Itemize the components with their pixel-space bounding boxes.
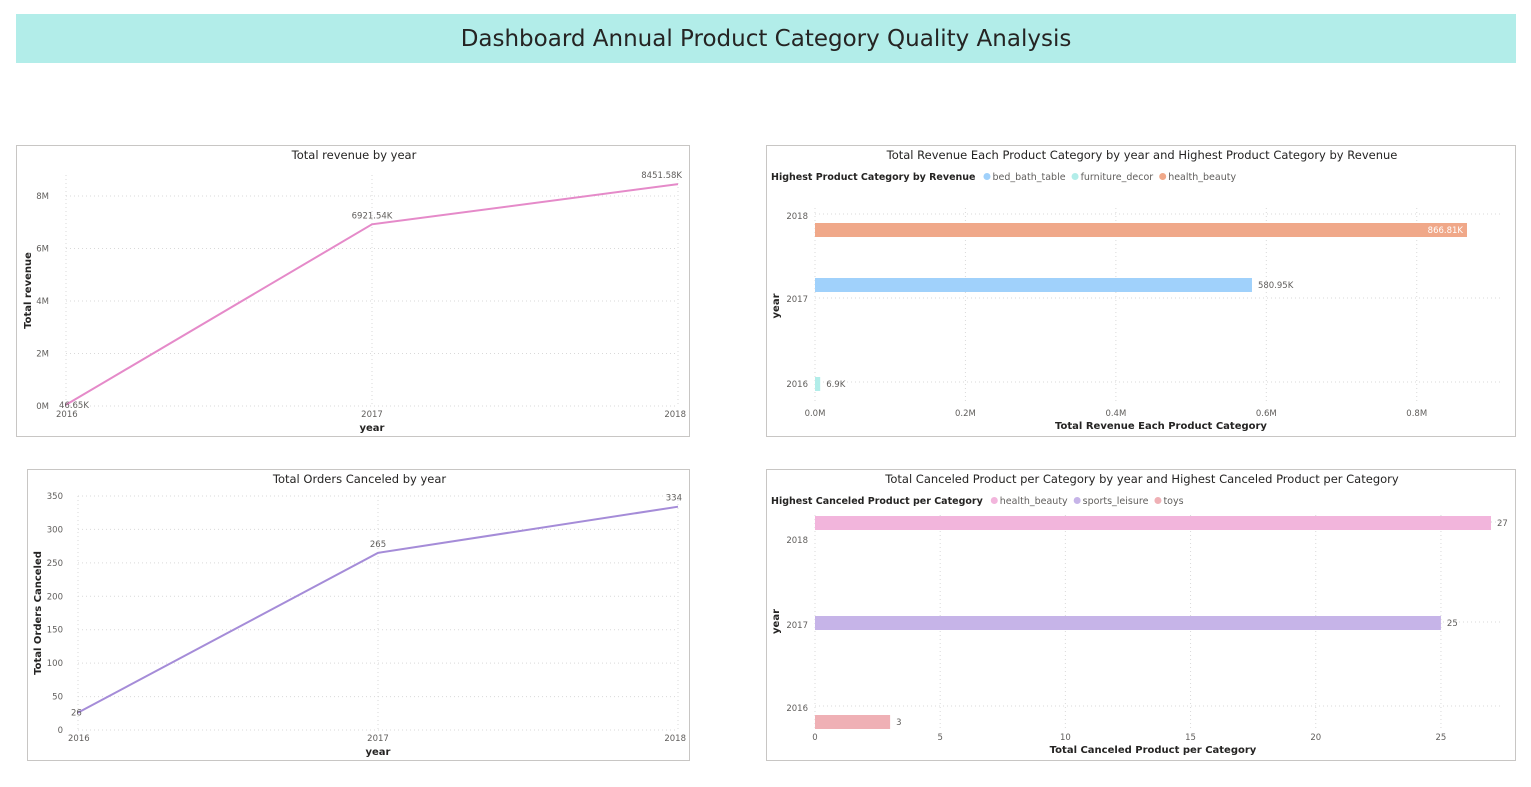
data-label: 46.65K [59,401,89,411]
series-line [65,183,679,406]
data-label: 6.9K [826,380,846,390]
data-label: 6921.54K [352,211,393,221]
canceled-category-bar-chart-svg: Total Canceled Product per Category by y… [771,472,1508,756]
x-tick-label: 2016 [56,410,78,420]
y-tick-label: 250 [47,559,63,569]
y-tick-label: 350 [47,492,63,502]
x-tick-label: 0.6M [1256,409,1277,419]
bar-2017 [815,616,1441,630]
chart-title: Total Revenue Each Product Category by y… [886,148,1398,162]
revenue-category-bar-chart-svg: Total Revenue Each Product Category by y… [771,148,1502,432]
y-axis-title: year [771,609,782,634]
x-axis-title: year [366,747,391,758]
legend-item-label: health_beauty [1168,172,1236,183]
revenue-line-chart-svg: Total revenue by year 0M 2M 4M 6M 8M 2016 2017 2… [23,148,686,434]
bar-2016 [815,377,821,391]
y-tick-label: 2016 [786,380,808,390]
y-tick-label: 4M [36,297,49,307]
orders-canceled-line-chart-svg: Total Orders Canceled by year 0 50 100 150 20… [33,472,686,758]
legend-item-label: health_beauty [1000,496,1068,507]
x-tick-label: 5 [937,733,942,743]
x-tick-label: 10 [1060,733,1071,743]
data-label: 3 [896,718,901,728]
legend-item-label: bed_bath_table [992,172,1065,183]
data-label: 27 [1497,519,1508,529]
data-label: 25 [1447,619,1458,629]
y-tick-label: 2017 [786,295,808,305]
x-tick-label: 0.2M [955,409,976,419]
y-tick-label: 300 [47,525,63,535]
y-tick-label: 2017 [786,621,808,631]
orders-canceled-by-year-chart[interactable]: Total Orders Canceled by year 0 50 100 150 20… [27,469,690,761]
x-tick-label: 15 [1185,733,1196,743]
y-tick-label: 0M [36,402,49,412]
x-axis-title: Total Revenue Each Product Category [1055,421,1267,432]
y-tick-label: 150 [47,626,63,636]
y-tick-label: 2016 [786,704,808,714]
data-label: 866.81K [1428,226,1464,236]
y-tick-label: 200 [47,592,63,602]
canceled-per-category-chart[interactable]: Total Canceled Product per Category by y… [766,469,1516,761]
y-tick-label: 50 [52,693,63,703]
y-tick-label: 2018 [786,212,808,222]
legend-title: Highest Canceled Product per Category [771,496,984,507]
legend-item-label: toys [1163,496,1183,507]
y-tick-label: 2M [36,350,49,360]
revenue-per-category-chart[interactable]: Total Revenue Each Product Category by y… [766,145,1516,437]
data-label: 26 [71,709,82,719]
x-tick-label: 2018 [664,410,686,420]
legend-marker [990,497,998,504]
y-tick-label: 0 [58,726,63,736]
x-tick-label: 0 [812,733,817,743]
y-axis-title: Total revenue [23,252,34,329]
chart-title: Total revenue by year [291,148,417,162]
data-label: 265 [370,540,386,550]
chart-title: Total Orders Canceled by year [272,472,447,486]
data-label: 8451.58K [641,171,682,181]
legend-marker [1073,497,1081,504]
y-axis-title: year [771,293,782,318]
y-tick-label: 6M [36,245,49,255]
revenue-by-year-chart[interactable]: Total revenue by year 0M 2M 4M 6M 8M 2016 2017 2… [16,145,690,437]
x-tick-label: 0.0M [805,409,826,419]
data-label: 580.95K [1258,281,1294,291]
y-axis-title: Total Orders Canceled [33,551,44,675]
x-axis-title: Total Canceled Product per Category [1050,745,1257,756]
x-axis-title: year [360,423,385,434]
x-tick-label: 2017 [361,410,383,420]
chart-title: Total Canceled Product per Category by y… [884,472,1399,486]
bar-2018 [815,516,1491,530]
legend-item-label: sports_leisure [1083,496,1149,507]
x-tick-label: 20 [1310,733,1321,743]
y-tick-label: 8M [36,192,49,202]
bar-2016 [815,715,891,729]
series-line [77,505,679,714]
x-tick-label: 0.4M [1105,409,1126,419]
data-label: 334 [666,494,682,504]
x-tick-label: 0.8M [1406,409,1427,419]
y-tick-label: 2018 [786,536,808,546]
legend-marker [1071,173,1079,180]
page-title: Dashboard Annual Product Category Qualit… [460,25,1072,52]
legend-title: Highest Product Category by Revenue [771,172,975,183]
legend-marker [1154,497,1162,504]
bar-2018 [815,223,1467,237]
y-tick-label: 100 [47,659,63,669]
x-tick-label: 2017 [367,734,389,744]
legend-item-label: furniture_decor [1081,172,1154,183]
x-tick-label: 2018 [664,734,686,744]
x-tick-label: 25 [1436,733,1447,743]
x-tick-label: 2016 [68,734,90,744]
bar-2017 [815,278,1252,292]
dashboard-header: Dashboard Annual Product Category Qualit… [16,14,1516,63]
legend-marker [1159,173,1167,180]
legend-marker [983,173,991,180]
